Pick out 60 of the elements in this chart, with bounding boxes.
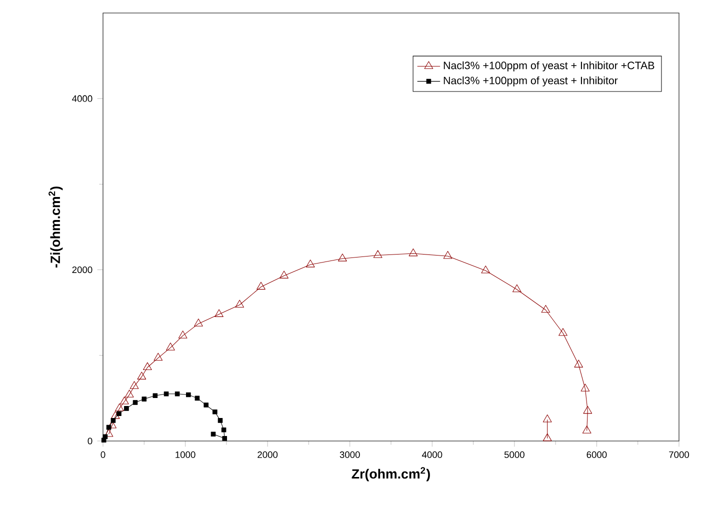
point bbox=[218, 418, 223, 423]
point bbox=[194, 396, 200, 401]
point bbox=[280, 270, 288, 278]
point bbox=[541, 304, 550, 313]
point bbox=[221, 427, 226, 432]
point bbox=[186, 392, 191, 398]
point bbox=[152, 393, 158, 398]
point bbox=[256, 282, 266, 290]
point bbox=[204, 402, 209, 408]
point bbox=[174, 392, 180, 396]
legend-label: Nacl3% +100ppm of yeast + Inhibitor bbox=[444, 76, 618, 86]
point bbox=[137, 372, 146, 380]
x-tick-label: 5000 bbox=[504, 451, 524, 458]
point bbox=[222, 436, 228, 441]
x-tick-label: 1000 bbox=[176, 451, 196, 458]
point bbox=[116, 411, 122, 416]
point bbox=[124, 390, 134, 398]
y-tick-label: 4000 bbox=[72, 95, 92, 102]
point bbox=[443, 251, 452, 259]
x-tick-label: 0 bbox=[100, 451, 106, 458]
point bbox=[558, 328, 568, 336]
x-tick-label: 2000 bbox=[258, 451, 278, 458]
point bbox=[582, 426, 592, 434]
point bbox=[124, 406, 129, 411]
point bbox=[115, 403, 124, 412]
point bbox=[102, 434, 108, 440]
point bbox=[210, 432, 216, 437]
point bbox=[235, 300, 244, 308]
point bbox=[338, 254, 347, 262]
point bbox=[178, 330, 188, 338]
x-tick-label: 7000 bbox=[669, 451, 690, 458]
point bbox=[408, 248, 418, 256]
point bbox=[512, 284, 522, 292]
y-axis-title: -Zi(ohm.cm$^{2}$) bbox=[48, 186, 63, 268]
point bbox=[583, 406, 592, 414]
point bbox=[143, 362, 152, 370]
y-tick-label: 0 bbox=[88, 438, 92, 444]
point bbox=[574, 360, 584, 368]
point bbox=[373, 250, 382, 258]
point bbox=[212, 409, 218, 414]
point bbox=[142, 396, 147, 402]
y-tick-label: 2000 bbox=[72, 266, 92, 274]
point bbox=[580, 384, 590, 392]
point bbox=[132, 400, 138, 405]
point bbox=[194, 318, 203, 326]
point bbox=[164, 392, 169, 396]
point bbox=[214, 309, 224, 317]
point bbox=[110, 411, 120, 419]
point bbox=[154, 352, 163, 361]
x-tick-label: 4000 bbox=[422, 451, 442, 458]
point bbox=[110, 418, 116, 423]
point bbox=[481, 266, 490, 274]
point bbox=[166, 342, 175, 350]
point bbox=[306, 260, 315, 268]
x-tick-label: 6000 bbox=[586, 451, 607, 458]
point bbox=[130, 381, 139, 389]
x-axis-title: Zr(ohm.cm$^{2}$) bbox=[352, 467, 430, 482]
legend-label: Nacl3% +100ppm of yeast + Inhibitor +CTAB bbox=[444, 61, 654, 72]
x-tick-label: 3000 bbox=[340, 451, 360, 458]
point bbox=[120, 396, 129, 404]
